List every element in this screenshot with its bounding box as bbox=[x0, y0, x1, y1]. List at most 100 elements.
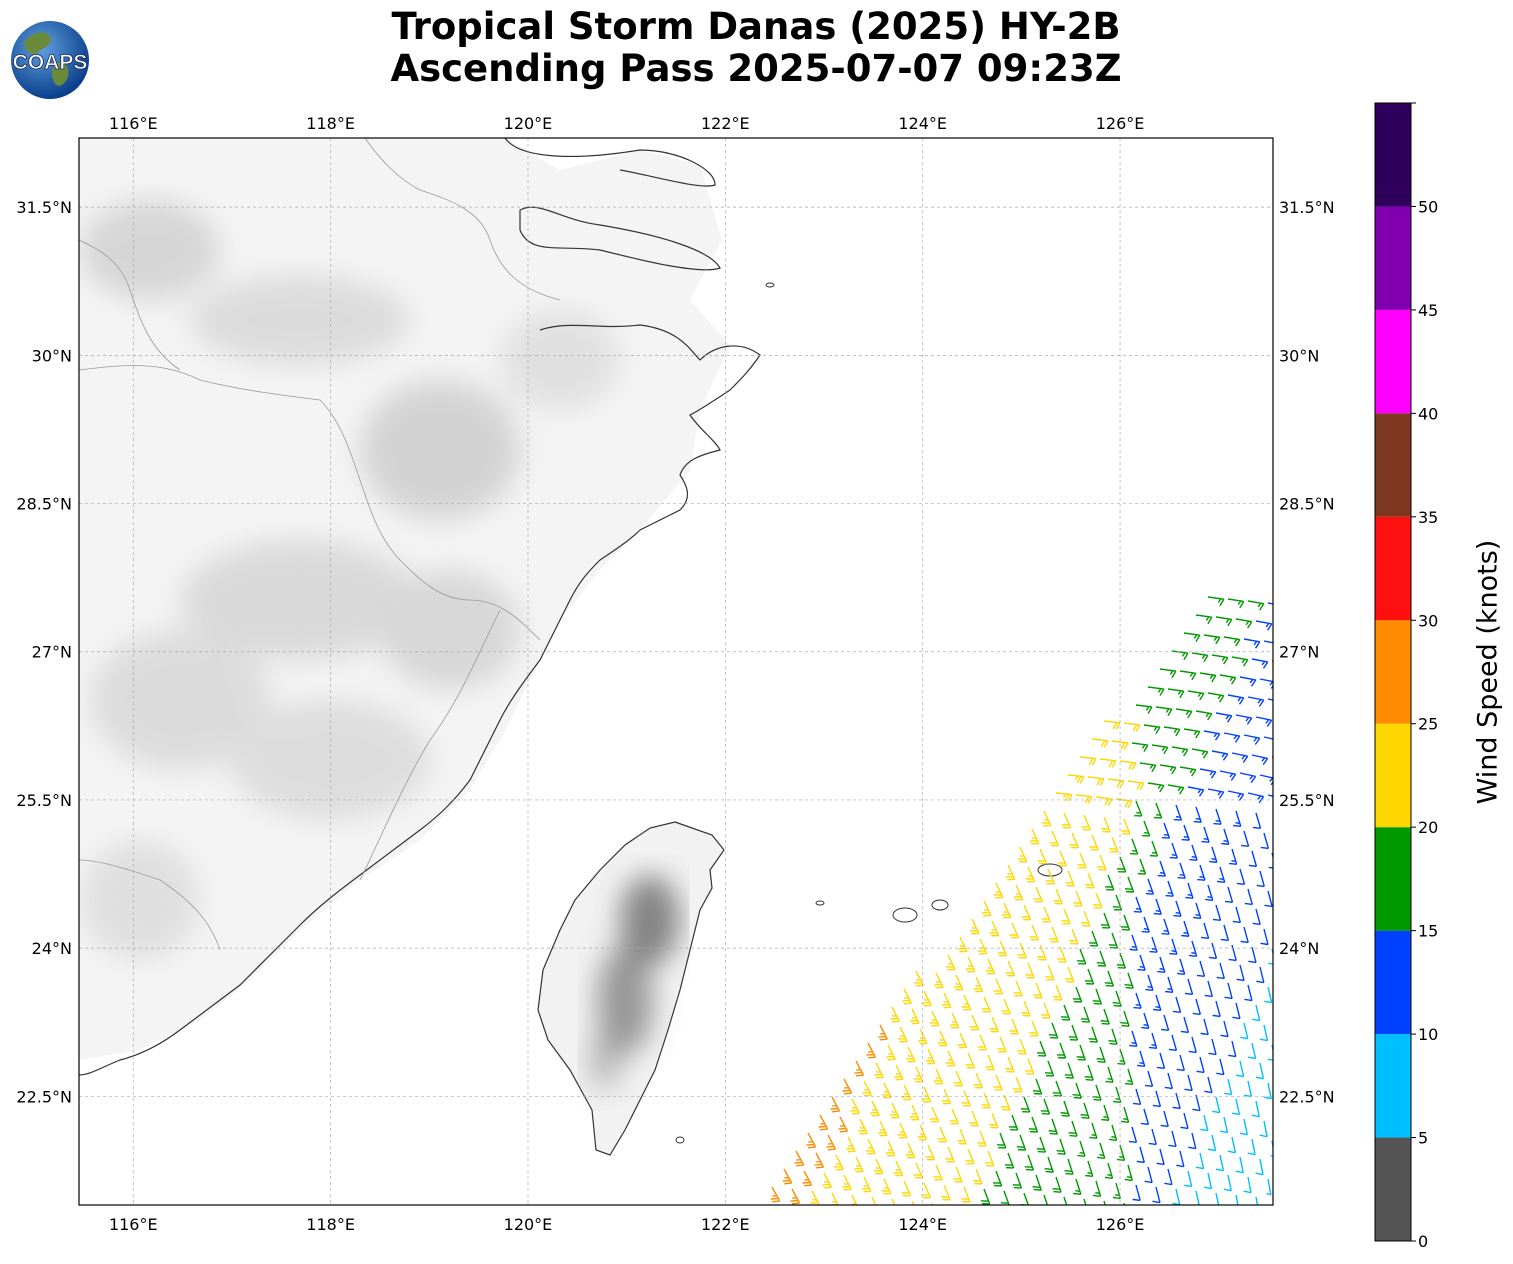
wind-barb bbox=[1092, 1084, 1102, 1101]
wind-barb bbox=[946, 954, 956, 971]
wind-barb bbox=[1157, 860, 1166, 877]
islands bbox=[675, 282, 1063, 1144]
wind-barb bbox=[1099, 758, 1117, 768]
wind-barb bbox=[1112, 894, 1123, 911]
wind-barb bbox=[911, 1200, 920, 1205]
wind-barb bbox=[989, 1112, 999, 1129]
wind-barb bbox=[1203, 730, 1221, 741]
wind-barb bbox=[1252, 812, 1262, 830]
lon-tick-label-bottom: 118°E bbox=[306, 1215, 355, 1234]
wind-barb bbox=[1240, 1022, 1249, 1040]
wind-barb bbox=[1113, 1086, 1122, 1103]
wind-barb bbox=[906, 1046, 916, 1063]
wind-barb bbox=[1143, 724, 1161, 735]
wind-barb bbox=[918, 1028, 928, 1045]
wind-barb bbox=[925, 1144, 936, 1161]
wind-barb bbox=[1224, 1078, 1233, 1096]
wind-barb bbox=[1101, 816, 1111, 833]
wind-barb bbox=[1196, 1152, 1205, 1170]
wind-barb bbox=[1243, 1080, 1253, 1098]
wind-barb bbox=[1001, 998, 1011, 1015]
wind-barb bbox=[1145, 974, 1154, 991]
wind-barb bbox=[1060, 1100, 1070, 1117]
wind-barb bbox=[1056, 1042, 1067, 1059]
wind-barb bbox=[1256, 870, 1265, 888]
wind-barb bbox=[1109, 836, 1119, 853]
wind-barb bbox=[1267, 794, 1273, 800]
wind-barb bbox=[1000, 1190, 1011, 1205]
wind-barb bbox=[1200, 922, 1210, 940]
wind-barb bbox=[822, 1172, 832, 1189]
wind-barb bbox=[1020, 1192, 1030, 1205]
wind-barb bbox=[1227, 598, 1245, 609]
wind-barb bbox=[1270, 1140, 1273, 1158]
wind-barb bbox=[1132, 1088, 1142, 1106]
wind-barb bbox=[1191, 652, 1209, 663]
wind-barb bbox=[1116, 952, 1127, 969]
wind-barb bbox=[1017, 1038, 1027, 1055]
wind-barb bbox=[1149, 936, 1158, 953]
wind-barb bbox=[1235, 1194, 1240, 1205]
wind-barb bbox=[949, 1108, 960, 1125]
wind-barb bbox=[929, 1106, 940, 1123]
wind-barb bbox=[1134, 800, 1143, 817]
wind-barb bbox=[1168, 1130, 1177, 1148]
colorbar-tick-label: 50 bbox=[1418, 197, 1438, 216]
wind-barb bbox=[1177, 958, 1186, 975]
wind-barb bbox=[1044, 1060, 1055, 1077]
wind-barb bbox=[850, 1098, 860, 1115]
wind-barb bbox=[1167, 784, 1185, 795]
lat-tick-label-left: 22.5°N bbox=[16, 1087, 72, 1106]
wind-barb bbox=[842, 1078, 853, 1095]
wind-barb bbox=[1165, 976, 1174, 993]
wind-barb bbox=[985, 1054, 995, 1071]
lat-tick-label-right: 25.5°N bbox=[1279, 791, 1335, 810]
wind-barb bbox=[1255, 716, 1273, 727]
wind-barb bbox=[1127, 780, 1145, 791]
wind-barb bbox=[1223, 732, 1241, 743]
wind-barb bbox=[1121, 818, 1131, 835]
wind-barb bbox=[1037, 1040, 1047, 1057]
colorbar-segment bbox=[1375, 309, 1411, 414]
wind-barb bbox=[905, 1142, 916, 1159]
wind-barb bbox=[1235, 1156, 1244, 1174]
wind-barb bbox=[854, 1156, 864, 1173]
wind-barb bbox=[1264, 890, 1273, 908]
wind-barb bbox=[1056, 1138, 1066, 1155]
wind-barb bbox=[1227, 694, 1245, 705]
wind-barb bbox=[1264, 986, 1273, 1004]
wind-barb bbox=[977, 1130, 987, 1147]
wind-barb bbox=[1207, 1134, 1217, 1152]
map-tick-labels: 116°E 116°E 118°E 118°E 120°E 120°E 122°E 122°E… bbox=[16, 114, 1334, 1234]
colorbar-tick-label: 40 bbox=[1418, 404, 1438, 423]
wind-barb bbox=[980, 1188, 991, 1205]
wind-barb bbox=[1129, 934, 1138, 951]
wind-barb bbox=[890, 1102, 900, 1119]
wind-barb bbox=[1077, 852, 1087, 869]
wind-barb bbox=[977, 1034, 988, 1051]
wind-barb bbox=[1247, 792, 1265, 804]
wind-barb bbox=[1120, 1106, 1130, 1124]
wind-barbs-layer bbox=[759, 596, 1273, 1205]
wind-barb bbox=[1180, 1112, 1189, 1130]
wind-barb bbox=[1024, 1154, 1035, 1171]
wind-barb bbox=[1263, 736, 1273, 742]
wind-barb bbox=[1129, 1030, 1138, 1047]
wind-barb bbox=[1172, 996, 1182, 1014]
wind-barb bbox=[1200, 1114, 1209, 1132]
wind-barb bbox=[1219, 674, 1237, 685]
wind-barb bbox=[1053, 984, 1063, 1001]
wind-barb bbox=[1045, 868, 1056, 885]
wind-barb bbox=[1016, 1134, 1027, 1151]
wind-barb bbox=[1161, 918, 1170, 935]
wind-barb bbox=[1069, 928, 1079, 945]
lon-tick-label-top: 120°E bbox=[504, 114, 553, 133]
wind-barb bbox=[834, 1154, 844, 1171]
wind-barb bbox=[894, 1064, 904, 1081]
wind-barb bbox=[1057, 850, 1068, 867]
wind-barb bbox=[1029, 1020, 1039, 1037]
wind-barb bbox=[1239, 1118, 1249, 1136]
wind-barb bbox=[1243, 734, 1261, 745]
wind-barb bbox=[1093, 892, 1103, 909]
wind-barb bbox=[1142, 820, 1151, 837]
